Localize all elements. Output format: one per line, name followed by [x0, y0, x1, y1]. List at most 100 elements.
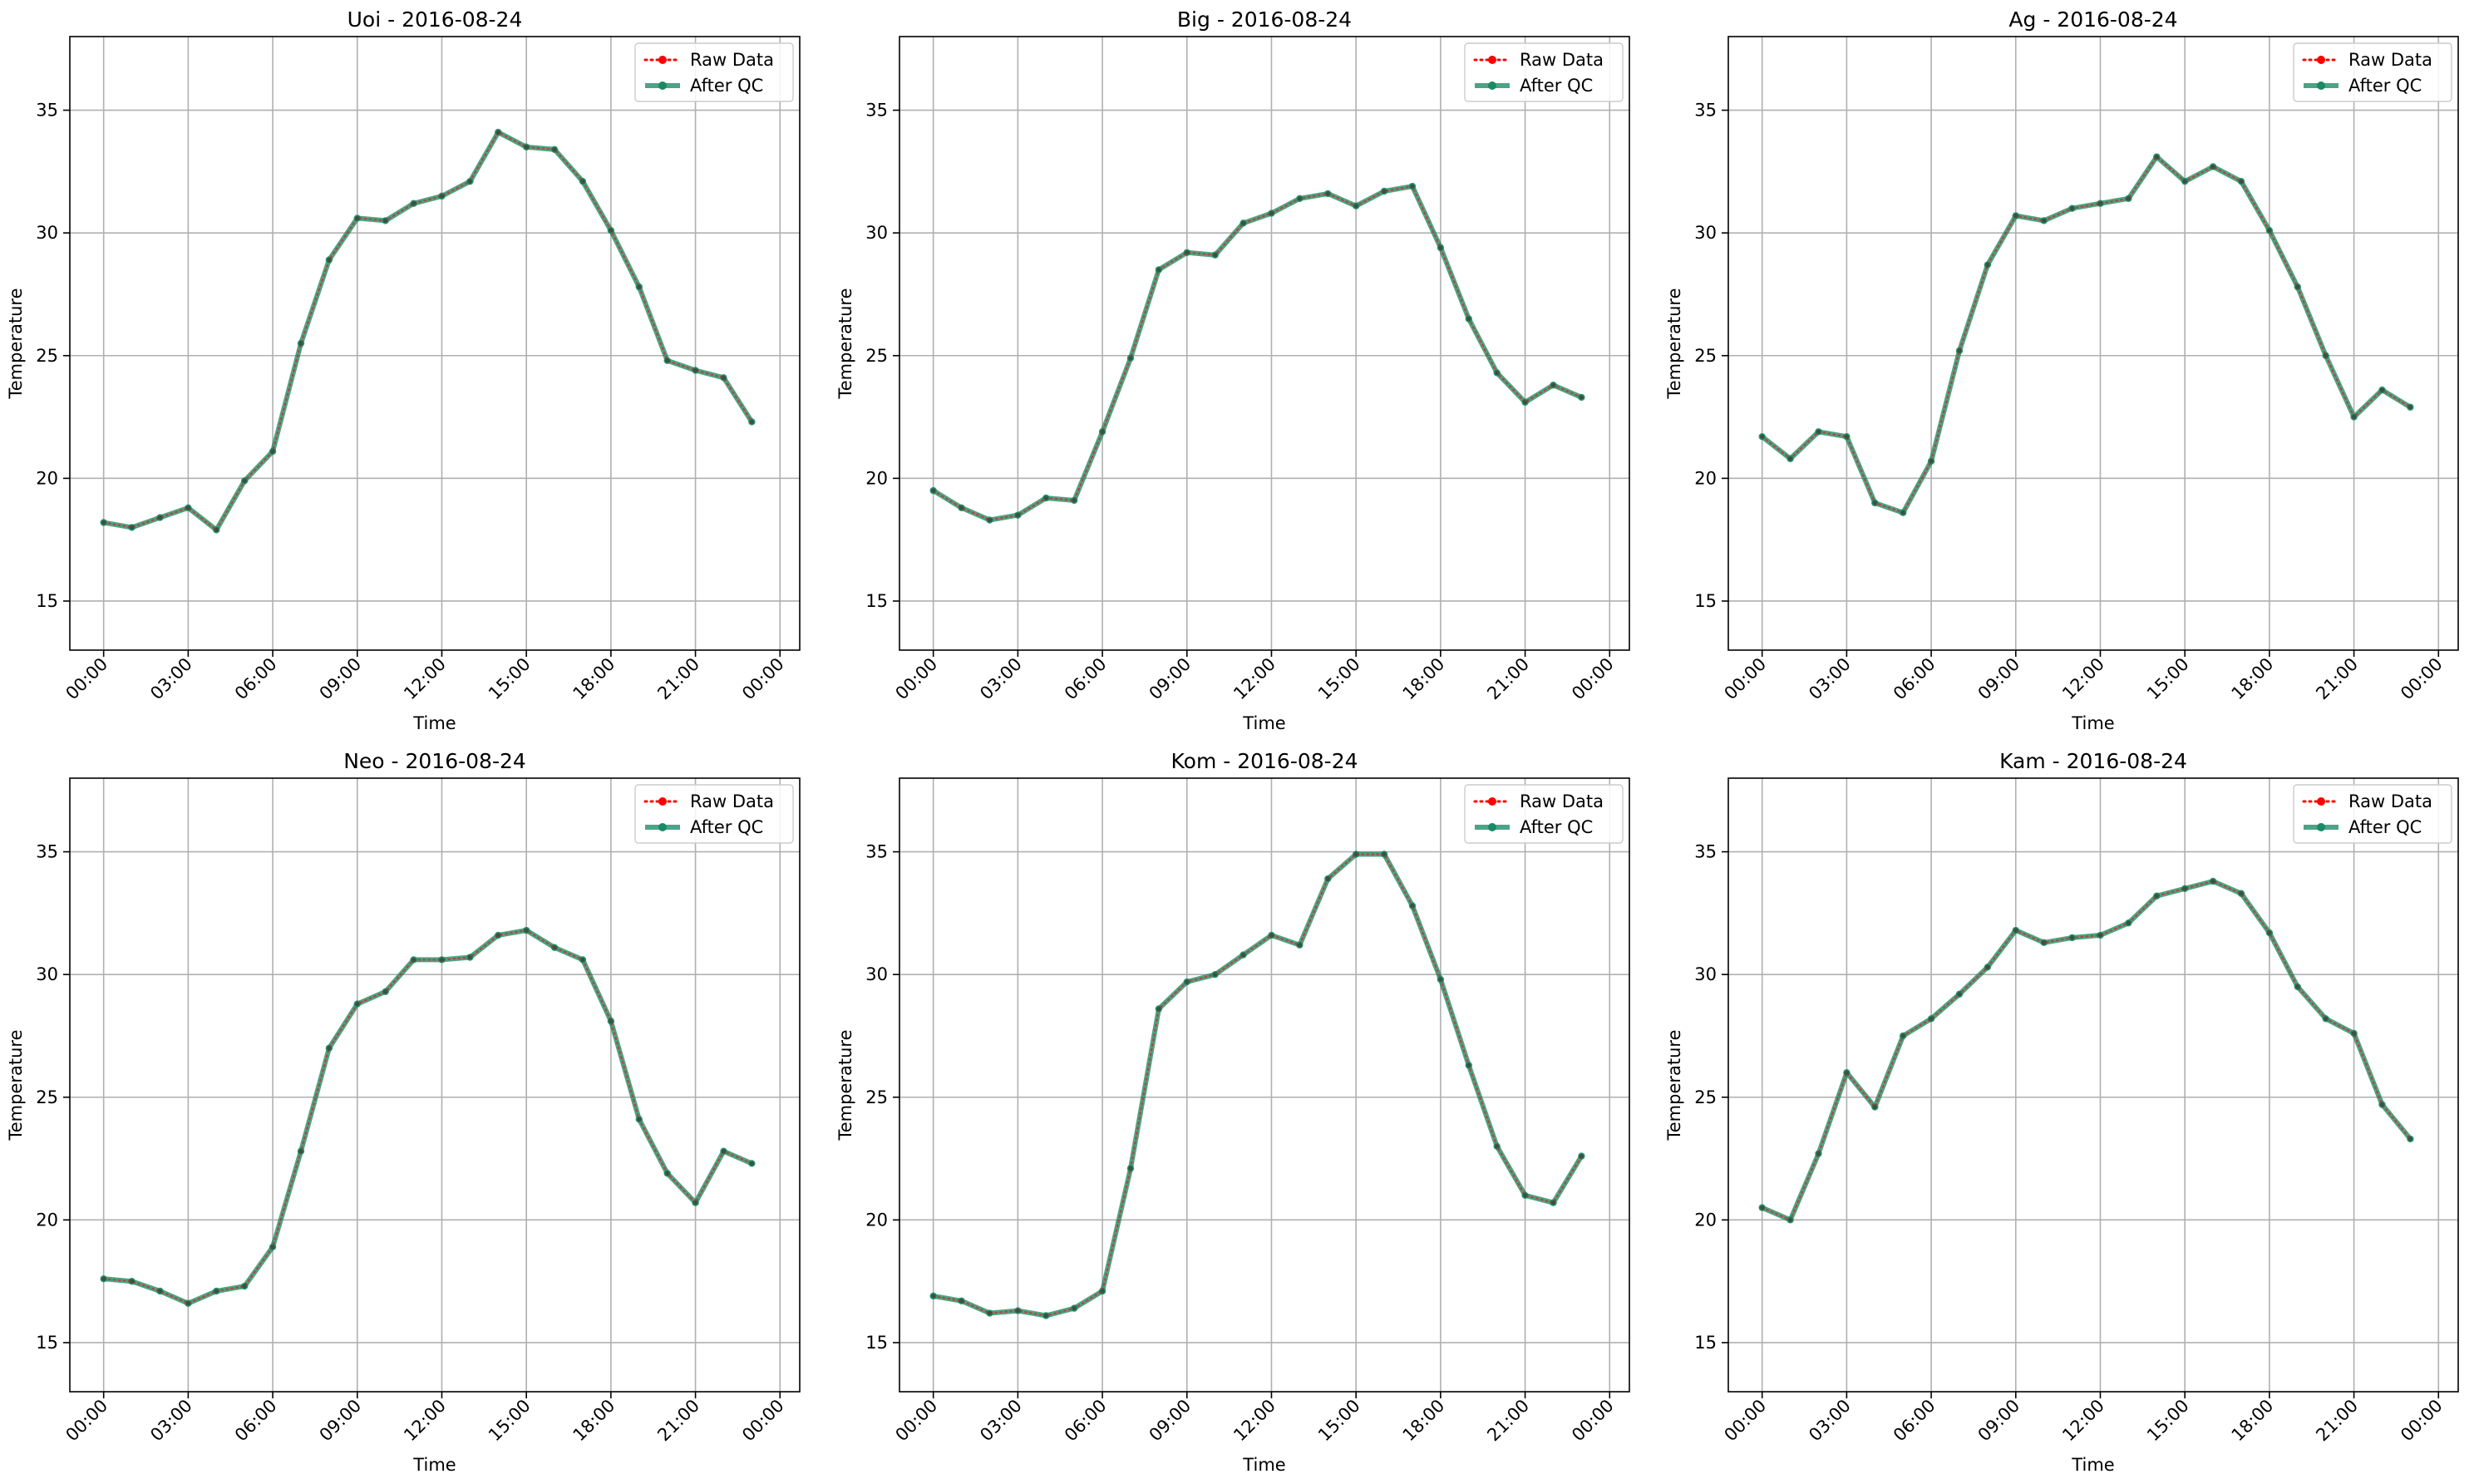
y-tick-label: 35: [1694, 101, 1717, 121]
y-tick-label: 25: [865, 1087, 888, 1107]
raw-data-point: [609, 1018, 614, 1023]
x-tick-label: 18:00: [1399, 1396, 1449, 1446]
raw-data-point: [327, 258, 332, 263]
legend-after-qc-label: After QC: [690, 817, 763, 837]
x-tick-label: 18:00: [569, 654, 619, 704]
raw-data-point: [1353, 204, 1358, 209]
raw-data-point: [2295, 984, 2300, 989]
raw-data-point: [185, 505, 190, 510]
raw-data-point: [1072, 1306, 1077, 1311]
raw-data-point: [749, 419, 754, 425]
raw-data-point: [1043, 495, 1048, 500]
raw-data-point: [2013, 928, 2018, 933]
legend-raw-data-label: Raw Data: [1520, 791, 1604, 811]
raw-data-point: [2126, 196, 2131, 201]
x-tick-label: 03:00: [146, 1396, 196, 1446]
raw-data-point: [2042, 940, 2047, 945]
x-tick-label: 21:00: [1483, 654, 1533, 704]
raw-data-point: [101, 1276, 106, 1281]
raw-data-point: [1550, 382, 1556, 387]
y-tick-label: 25: [36, 346, 58, 366]
y-tick-label: 25: [865, 346, 888, 366]
x-tick-label: 15:00: [485, 1396, 535, 1446]
x-tick-label: 00:00: [1568, 654, 1618, 704]
raw-data-point: [1240, 220, 1246, 225]
subplot-2: Big - 2016-08-24 15 20 25 30 35 00:00 03:00 06:0…: [835, 7, 1630, 733]
x-tick-label: 00:00: [1720, 654, 1770, 704]
axes-frame: [69, 36, 801, 651]
raw-data-point: [1438, 977, 1443, 982]
raw-data-point: [1550, 1201, 1556, 1205]
raw-data-point: [1957, 992, 1962, 997]
raw-data-point: [524, 145, 529, 150]
raw-data-point: [1297, 196, 1302, 201]
raw-data-point: [2239, 891, 2244, 896]
legend: Raw Data After QC: [2293, 784, 2452, 844]
raw-data-point: [467, 954, 472, 960]
x-tick-label: 06:00: [231, 1396, 281, 1446]
subplot-title: Neo - 2016-08-24: [343, 749, 526, 773]
subplot-title: Uoi - 2016-08-24: [347, 7, 523, 32]
raw-data-point: [580, 957, 585, 963]
raw-data-point: [1382, 189, 1387, 194]
subplot-3: Ag - 2016-08-24 15 20 25 30 35 00:00 03:00 06:00…: [1664, 7, 2459, 733]
x-tick-label: 09:00: [1974, 1396, 2024, 1446]
y-axis-label: Temperature: [6, 1029, 26, 1141]
raw-data-point: [1900, 1033, 1905, 1038]
grid-lines: [899, 778, 1629, 1392]
raw-data-point: [1787, 456, 1793, 461]
x-tick-label: 00:00: [891, 1396, 941, 1446]
series-after-qc: [1758, 877, 2414, 1224]
y-tick-label: 20: [36, 1210, 58, 1230]
y-tick-label: 35: [865, 101, 888, 121]
raw-data-point: [1269, 933, 1274, 938]
y-tick-label: 30: [1694, 964, 1717, 984]
raw-data-point: [2069, 935, 2075, 940]
raw-data-point: [524, 928, 529, 933]
raw-data-point: [1128, 1166, 1133, 1171]
raw-data-point: [1522, 1193, 1528, 1198]
raw-data-point: [2324, 1016, 2329, 1021]
raw-data-point: [2295, 284, 2300, 289]
raw-data-point: [2267, 930, 2272, 935]
raw-data-point: [2408, 1136, 2412, 1141]
x-tick-label: 15:00: [485, 654, 535, 704]
x-tick-label: 06:00: [1890, 1396, 1939, 1446]
x-tick-label: 12:00: [400, 654, 450, 704]
raw-data-point: [959, 1299, 964, 1304]
raw-data-point: [749, 1161, 754, 1166]
legend-raw-data-label: Raw Data: [1520, 50, 1604, 70]
legend-raw-data-label: Raw Data: [2348, 50, 2432, 70]
x-tick-label: 18:00: [1399, 654, 1449, 704]
legend-after-qc-label: After QC: [1520, 817, 1593, 837]
after-qc-line: [101, 130, 755, 533]
x-tick-label: 03:00: [1805, 654, 1855, 704]
raw-data-point: [692, 367, 698, 373]
raw-data-point: [609, 228, 614, 233]
x-tick-label: 06:00: [1061, 654, 1111, 704]
raw-data-point: [931, 1294, 936, 1299]
x-tick-label: 00:00: [1568, 1396, 1618, 1446]
y-tick-label: 35: [36, 842, 58, 862]
x-tick-label: 06:00: [1061, 1396, 1111, 1446]
x-tick-label: 09:00: [316, 654, 366, 704]
raw-data-point: [2379, 387, 2385, 392]
x-tick-label: 00:00: [891, 654, 941, 704]
raw-data-point: [214, 527, 219, 532]
y-tick-label: 35: [36, 101, 58, 121]
raw-data-point: [2408, 405, 2412, 410]
axes-frame: [1727, 777, 2459, 1393]
raw-data-point: [1872, 500, 1877, 505]
raw-data-point: [242, 1284, 247, 1289]
raw-data-point: [157, 515, 163, 520]
series-raw-data: [101, 130, 754, 532]
raw-data-point: [665, 358, 670, 363]
raw-data-point: [1100, 429, 1105, 434]
raw-data-point: [383, 218, 388, 223]
raw-data-point: [1985, 964, 1990, 969]
x-tick-label: 18:00: [569, 1396, 619, 1446]
x-tick-label: 18:00: [2228, 654, 2278, 704]
after-qc-line: [930, 851, 1584, 1319]
legend-after-qc-marker: [1488, 81, 1496, 90]
x-axis-label: Time: [1242, 1455, 1285, 1475]
